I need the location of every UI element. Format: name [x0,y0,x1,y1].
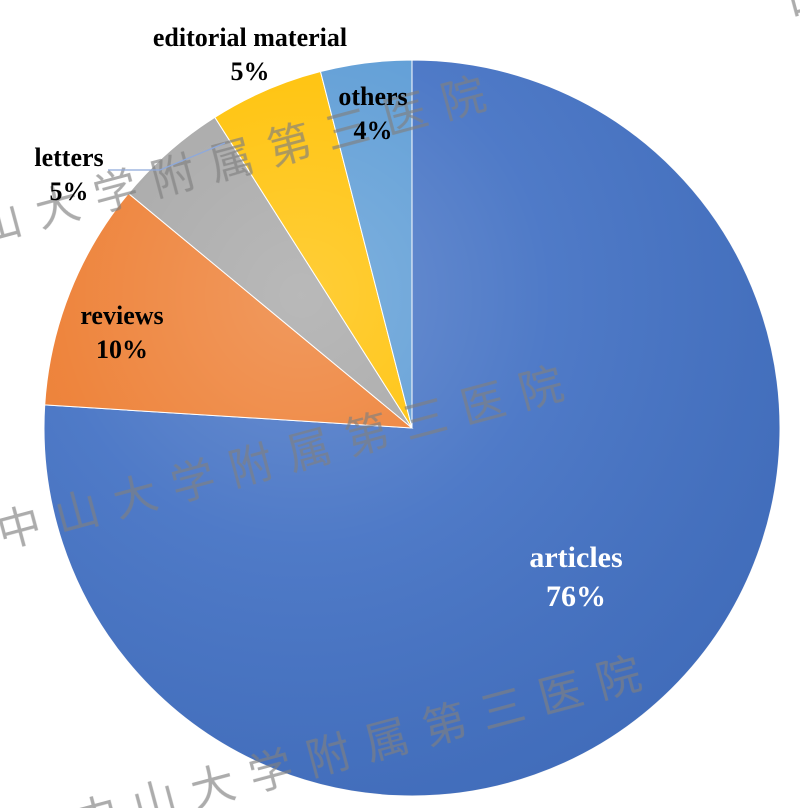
svg-text:editorial material: editorial material [153,23,347,52]
svg-text:5%: 5% [50,177,89,206]
svg-text:76%: 76% [546,580,606,613]
svg-text:letters: letters [34,143,103,172]
svg-text:reviews: reviews [80,301,163,330]
svg-text:4%: 4% [354,116,393,145]
svg-text:5%: 5% [231,57,270,86]
svg-text:others: others [338,82,407,111]
svg-text:10%: 10% [96,335,148,364]
svg-text:articles: articles [529,541,622,574]
